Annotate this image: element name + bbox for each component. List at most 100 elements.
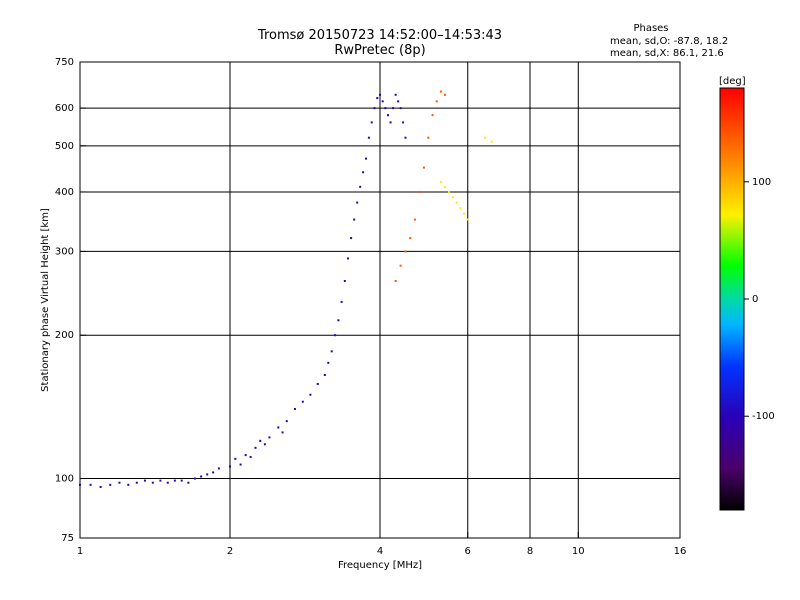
data-point (350, 237, 353, 240)
y-tick-label: 200 (55, 330, 74, 341)
data-point (340, 300, 343, 303)
data-point (394, 93, 397, 96)
data-point (159, 479, 162, 482)
data-point (422, 166, 425, 169)
colorbar-tick-label: 0 (752, 294, 758, 305)
colorbar-tick-label: -100 (752, 411, 775, 422)
x-axis-label: Frequency [MHz] (338, 560, 422, 571)
data-point (427, 136, 430, 139)
data-point (435, 100, 438, 103)
data-point (367, 136, 370, 139)
data-point (373, 107, 376, 110)
chart-title-line1: Tromsø 20150723 14:52:00–14:53:43 (257, 28, 502, 43)
phase-stats-heading: Phases (633, 23, 668, 34)
y-tick-label: 100 (55, 474, 74, 485)
data-point (459, 207, 462, 210)
data-point (79, 483, 81, 486)
data-point (404, 136, 407, 139)
colorbar-tick-label: 100 (752, 177, 771, 188)
data-point (404, 250, 407, 253)
x-tick-label: 10 (572, 546, 585, 557)
data-point (343, 280, 346, 283)
data-point (394, 280, 397, 283)
data-point (239, 463, 242, 466)
phase-stats-x: mean, sd,X: 86.1, 21.6 (610, 48, 724, 59)
colorbar-ticks: 100 0 -100 (744, 177, 775, 422)
data-point (293, 407, 296, 410)
data-point (402, 121, 405, 124)
data-point (268, 436, 271, 439)
data-point (337, 319, 340, 322)
data-point (447, 190, 450, 193)
data-point (244, 454, 247, 457)
data-point (399, 264, 402, 267)
data-point (365, 157, 368, 160)
data-point (309, 393, 312, 396)
data-point (330, 350, 333, 353)
data-point (143, 479, 146, 482)
data-point (217, 467, 220, 470)
plot-area: 1 2 4 6 8 10 16 75 100 200 300 400 500 600 750 (55, 57, 686, 557)
data-point (451, 196, 454, 199)
data-point (118, 481, 121, 484)
x-tick-label: 16 (674, 546, 687, 557)
data-point (346, 257, 349, 260)
data-point (443, 185, 446, 188)
y-tick-label: 75 (61, 533, 74, 544)
data-point (384, 107, 387, 110)
data-point (399, 107, 402, 110)
y-tick-label: 600 (55, 103, 74, 114)
chart-title-line2: RwPretec (8p) (334, 43, 425, 58)
data-point (254, 446, 257, 449)
x-tick-label: 1 (77, 546, 83, 557)
data-point (439, 90, 442, 93)
data-point (439, 180, 442, 183)
colorbar-label: [deg] (719, 76, 746, 87)
phase-stats-o: mean, sd,O: -87.8, 18.2 (610, 36, 728, 47)
data-point (281, 431, 284, 434)
colorbar: [deg] 100 0 -100 (719, 76, 775, 511)
data-point (334, 334, 337, 337)
data-point (443, 93, 446, 96)
data-point (356, 201, 359, 204)
data-point (389, 121, 392, 124)
data-point (359, 185, 362, 188)
data-point (413, 218, 416, 221)
colorbar-gradient (719, 87, 745, 511)
data-point (376, 97, 379, 100)
data-points (79, 90, 493, 488)
data-point (381, 100, 384, 103)
data-point (193, 477, 196, 480)
data-point (285, 420, 288, 423)
grid-lines (80, 62, 680, 538)
data-point (316, 382, 319, 385)
data-point (259, 439, 262, 442)
data-point (206, 473, 209, 476)
x-tick-label: 2 (227, 546, 233, 557)
data-point (99, 485, 102, 488)
x-tick-label: 8 (527, 546, 533, 557)
data-point (166, 481, 169, 484)
data-point (353, 218, 356, 221)
data-point (173, 479, 176, 482)
data-point (484, 136, 487, 139)
data-point (418, 190, 421, 193)
data-point (392, 107, 395, 110)
data-point (301, 400, 304, 403)
data-point (327, 361, 330, 364)
data-point (379, 93, 381, 96)
data-point (127, 483, 130, 486)
data-point (135, 481, 138, 484)
data-point (370, 121, 373, 124)
data-point (466, 218, 469, 221)
y-tick-label: 750 (55, 57, 74, 68)
data-point (362, 171, 365, 174)
data-point (151, 481, 154, 484)
data-point (277, 426, 280, 429)
y-axis-ticks: 75 100 200 300 400 500 600 750 (55, 57, 86, 544)
data-point (89, 483, 92, 486)
data-point (386, 114, 389, 117)
x-tick-label: 4 (377, 546, 383, 557)
data-point (463, 212, 466, 215)
